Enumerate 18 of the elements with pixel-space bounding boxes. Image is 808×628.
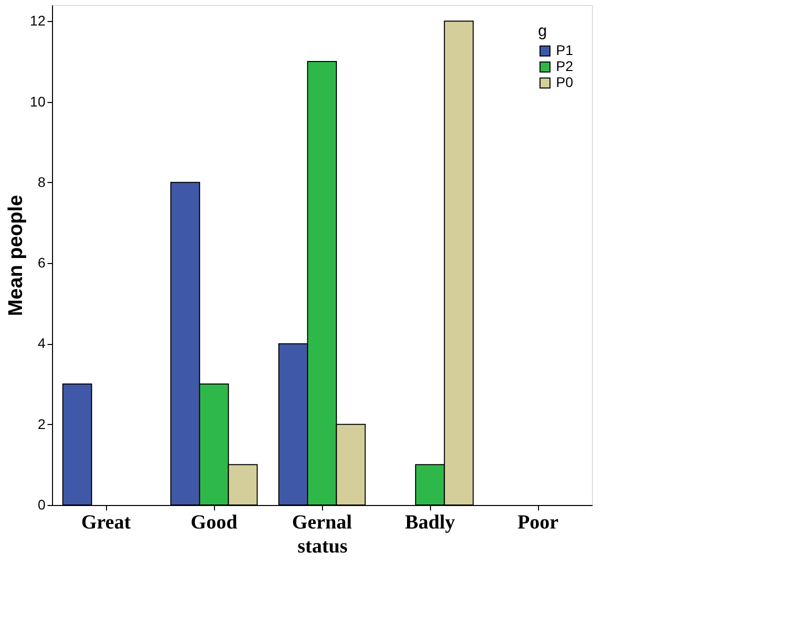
x-tick-label: Good — [190, 512, 238, 534]
y-tick-label: 10 — [30, 93, 46, 110]
legend-label: P0 — [556, 74, 574, 90]
x-tick-label: Poor — [517, 512, 559, 534]
y-tick-label: 6 — [38, 254, 46, 271]
x-tick-label: Badly — [404, 512, 456, 534]
y-tick-label: 12 — [30, 12, 46, 29]
x-tick-label: Gernal — [292, 512, 352, 534]
y-tick-label: 2 — [38, 416, 46, 432]
legend-label: P2 — [556, 58, 574, 74]
x-tick-label: Great — [81, 512, 132, 534]
legend-label: P1 — [556, 42, 574, 58]
y-axis-title: Mean people — [4, 194, 27, 316]
y-tick-label: 8 — [38, 174, 46, 190]
y-tick-label: 4 — [38, 335, 46, 352]
x-axis-title: status — [297, 536, 348, 558]
y-tick-label: 0 — [38, 496, 46, 512]
legend-title: g — [538, 23, 547, 40]
